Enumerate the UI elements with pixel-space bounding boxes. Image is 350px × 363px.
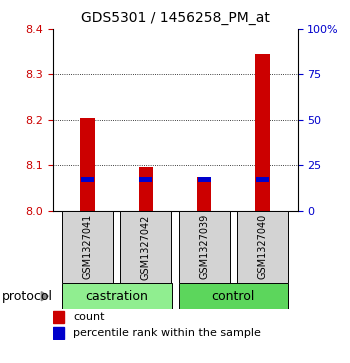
Bar [178,283,288,309]
Bar [139,178,152,182]
Bar [81,178,94,182]
Bar [255,54,270,211]
Bar [256,178,269,182]
Bar [178,211,230,283]
Bar [198,178,211,182]
Text: control: control [212,290,255,303]
Bar [62,283,172,309]
Bar [197,176,211,211]
Title: GDS5301 / 1456258_PM_at: GDS5301 / 1456258_PM_at [80,11,270,25]
Text: GSM1327042: GSM1327042 [141,214,151,280]
Bar [62,211,113,283]
Bar [52,327,64,339]
Text: GSM1327041: GSM1327041 [83,214,92,280]
Bar [52,311,64,323]
Text: GSM1327040: GSM1327040 [258,214,267,280]
Bar [139,167,153,211]
Bar [80,118,95,211]
Text: percentile rank within the sample: percentile rank within the sample [74,328,261,338]
Text: GSM1327039: GSM1327039 [199,214,209,280]
Text: protocol: protocol [2,290,53,303]
Bar [237,211,288,283]
Polygon shape [41,291,48,301]
Bar [120,211,172,283]
Text: count: count [74,312,105,322]
Text: castration: castration [85,290,148,303]
